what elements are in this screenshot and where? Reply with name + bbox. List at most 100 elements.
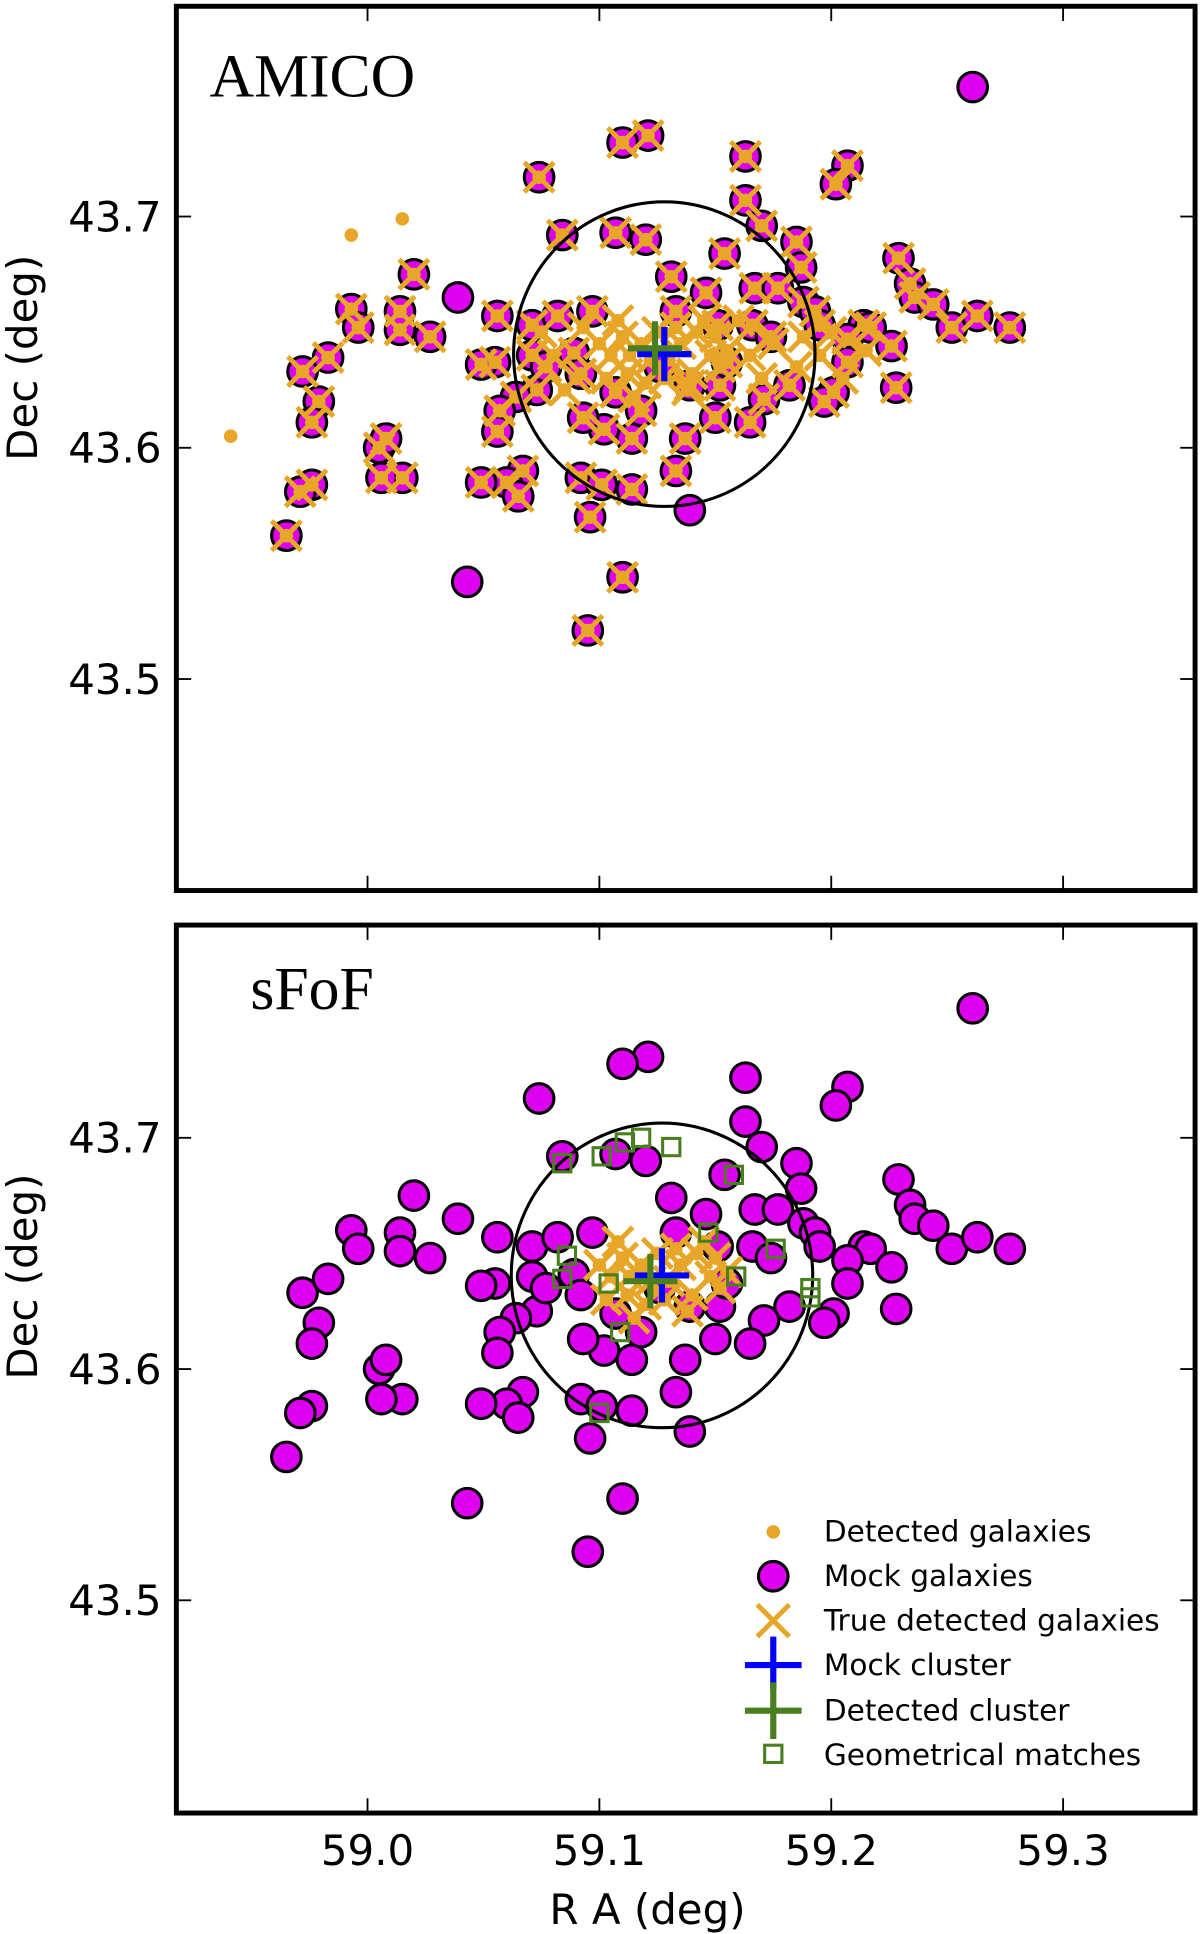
detected-galaxy-point xyxy=(393,323,407,337)
detected-galaxy-point xyxy=(608,385,623,400)
y-axis-label-bottom: Dec (deg) xyxy=(0,1173,47,1379)
detected-galaxy-point xyxy=(745,318,760,333)
mock-galaxy-point xyxy=(956,70,990,104)
detected-galaxy-point xyxy=(223,429,238,444)
detected-galaxy-point xyxy=(859,343,873,358)
detected-galaxy-point xyxy=(754,371,769,386)
detected-galaxy-point xyxy=(699,286,713,300)
detected-galaxy-point xyxy=(754,219,769,233)
mock-galaxy-point xyxy=(573,1422,607,1455)
detected-galaxy-point xyxy=(884,339,899,353)
mock-galaxy-point xyxy=(286,1276,319,1310)
detected-galaxy-point xyxy=(840,332,855,346)
detected-galaxy-point xyxy=(312,394,326,409)
legend-geo-matches-marker xyxy=(763,1743,784,1765)
detected-galaxy-point xyxy=(550,309,565,323)
panel-title: AMICO xyxy=(210,42,416,110)
mock-galaxy-point xyxy=(369,1343,403,1377)
detected-galaxy-point xyxy=(673,1258,688,1272)
detected-galaxy-point xyxy=(569,371,583,386)
detected-galaxy-point xyxy=(615,570,630,585)
mock-galaxy-point xyxy=(450,1486,484,1520)
detected-galaxy-point xyxy=(708,1251,723,1265)
detected-galaxy-point xyxy=(829,177,843,191)
y-tick-label: 43.6 xyxy=(68,424,161,473)
detected-galaxy-point xyxy=(757,392,771,407)
mock-galaxy-point xyxy=(819,1089,853,1122)
detected-galaxy-point xyxy=(708,330,723,344)
detected-galaxy-point xyxy=(703,1269,718,1284)
detected-galaxy-point xyxy=(743,348,757,363)
mock-galaxy-point xyxy=(729,1061,762,1095)
mock-galaxy-point xyxy=(571,1535,605,1569)
detected-galaxy-point xyxy=(611,1235,625,1249)
detected-galaxy-point xyxy=(599,371,614,386)
detected-galaxy-point xyxy=(678,431,692,446)
detected-galaxy-point xyxy=(826,385,841,400)
y-axis-label-top: Dec (deg) xyxy=(0,255,47,461)
detected-cluster-marker xyxy=(627,321,683,376)
mock-galaxy-point xyxy=(564,1278,598,1312)
mock-galaxy-point xyxy=(733,1327,767,1360)
detected-galaxy-point xyxy=(738,193,753,208)
x-tick-label: 59.0 xyxy=(321,1826,414,1875)
detected-galaxy-point xyxy=(525,348,539,363)
detected-galaxy-point xyxy=(891,251,906,265)
geometrical-match-marker xyxy=(723,1164,745,1185)
detected-galaxy-point xyxy=(627,1311,641,1325)
mock-galaxy-point xyxy=(745,1130,779,1164)
legend-mock-label: Mock galaxies xyxy=(824,1559,1033,1593)
y-tick-label: 43.5 xyxy=(68,655,161,704)
mock-galaxy-point xyxy=(464,1387,498,1421)
detected-galaxy-point xyxy=(608,225,623,240)
mock-galaxy-point xyxy=(615,1343,649,1377)
detected-galaxy-point xyxy=(567,346,581,360)
geometrical-match-marker xyxy=(552,1268,573,1290)
detected-galaxy-point xyxy=(685,367,699,381)
mock-galaxy-point xyxy=(698,1322,732,1356)
detected-galaxy-point xyxy=(574,471,588,485)
detected-galaxy-point xyxy=(747,281,762,296)
mock-galaxy-point xyxy=(659,1375,693,1409)
detected-galaxy-point xyxy=(604,348,618,363)
geometrical-match-marker xyxy=(661,1136,682,1158)
detected-galaxy-point xyxy=(669,1242,683,1256)
detected-galaxy-point xyxy=(592,1258,607,1272)
detected-galaxy-point xyxy=(597,422,611,437)
detected-galaxy-point xyxy=(576,320,590,335)
detected-galaxy-point xyxy=(525,318,539,333)
y-tick-label: 43.7 xyxy=(68,1114,161,1163)
detected-galaxy-point xyxy=(669,304,683,319)
detected-galaxy-point xyxy=(529,383,544,397)
detected-galaxy-point xyxy=(782,378,797,393)
detected-galaxy-point xyxy=(581,623,595,638)
detected-galaxy-point xyxy=(817,394,832,409)
detected-galaxy-point xyxy=(625,431,639,446)
legend-detected-marker xyxy=(766,1525,781,1539)
legend-true-detected-label: True detected galaxies xyxy=(823,1604,1160,1638)
detected-galaxy-point xyxy=(669,464,683,478)
geometrical-match-marker xyxy=(630,1127,652,1148)
mock-galaxy-point xyxy=(441,1202,475,1236)
detected-galaxy-point xyxy=(689,1246,704,1261)
detected-galaxy-point xyxy=(474,475,488,490)
detected-galaxy-point xyxy=(594,477,609,492)
geometrical-match-marker xyxy=(598,1273,619,1294)
detected-galaxy-point xyxy=(305,415,319,430)
detected-galaxy-point xyxy=(789,360,804,374)
mock-cluster-marker xyxy=(634,1248,690,1303)
mock-galaxy-point xyxy=(270,1440,303,1474)
detected-galaxy-point xyxy=(407,267,421,282)
mock-galaxy-point xyxy=(566,1322,600,1356)
detected-galaxy-point xyxy=(295,364,310,379)
detected-galaxy-point xyxy=(926,297,941,312)
legend-detected-label: Detected galaxies xyxy=(824,1515,1092,1549)
mock-galaxy-point xyxy=(576,1216,609,1249)
detected-galaxy-point xyxy=(794,260,808,275)
detected-galaxy-point xyxy=(557,383,572,397)
detected-galaxy-point xyxy=(395,471,410,485)
detected-galaxy-point xyxy=(970,309,985,323)
detected-galaxy-point xyxy=(615,330,630,344)
mock-galaxy-point xyxy=(960,1220,994,1254)
detected-galaxy-point xyxy=(534,325,549,339)
